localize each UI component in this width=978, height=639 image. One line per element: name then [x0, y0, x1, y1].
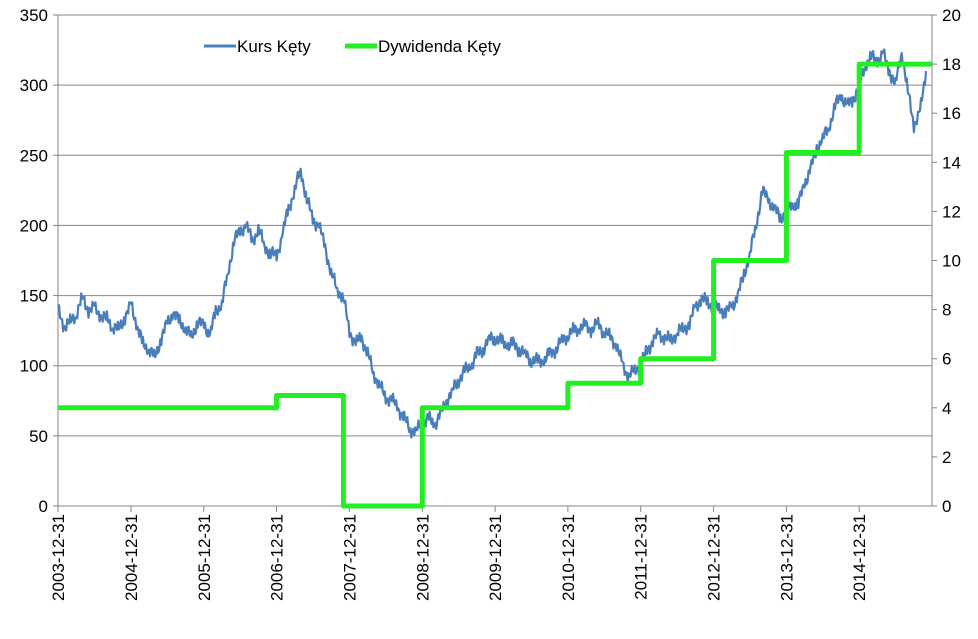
left-tick-label: 200: [20, 216, 48, 235]
x-tick-label: 2010-12-31: [559, 514, 578, 601]
left-tick-label: 100: [20, 357, 48, 376]
x-tick-label: 2011-12-31: [632, 514, 651, 600]
x-tick-label: 2006-12-31: [268, 514, 287, 601]
legend: Kurs Kęty Dywidenda Kęty: [204, 37, 501, 56]
right-tick-label: 16: [942, 104, 961, 123]
x-tick-label: 2013-12-31: [777, 514, 796, 601]
legend-label: Dywidenda Kęty: [378, 37, 501, 56]
left-tick-label: 50: [29, 427, 48, 446]
x-axis: 2003-12-31 2004-12-31 2005-12-31 2006-12-31…: [49, 506, 869, 601]
right-tick-label: 20: [942, 6, 961, 25]
right-tick-label: 18: [942, 55, 961, 74]
x-tick-label: 2005-12-31: [195, 514, 214, 601]
left-tick-label: 300: [20, 76, 48, 95]
legend-label: Kurs Kęty: [237, 37, 311, 56]
right-tick-label: 12: [942, 202, 961, 221]
right-y-axis: 0 2 4 6 8 10 12 14 16 18 20: [932, 6, 961, 516]
series-line-kurs: [57, 48, 928, 439]
x-tick-label: 2004-12-31: [122, 514, 141, 601]
right-tick-label: 10: [942, 252, 961, 271]
gridlines: [58, 84, 932, 437]
right-tick-label: 0: [942, 497, 951, 516]
x-tick-label: 2003-12-31: [49, 514, 68, 601]
left-tick-label: 250: [20, 146, 48, 165]
left-tick-label: 150: [20, 287, 48, 306]
right-tick-label: 2: [942, 448, 951, 467]
right-tick-label: 4: [942, 399, 951, 418]
series-layer: [57, 48, 932, 509]
series-line-dywidenda: [58, 61, 932, 509]
right-tick-label: 14: [942, 153, 961, 172]
right-tick-label: 6: [942, 350, 951, 369]
x-tick-label: 2008-12-31: [413, 514, 432, 601]
x-tick-label: 2009-12-31: [486, 514, 505, 601]
x-tick-label: 2014-12-31: [850, 514, 869, 601]
x-tick-label: 2007-12-31: [340, 514, 359, 601]
right-tick-label: 8: [942, 301, 951, 320]
x-tick-label: 2012-12-31: [705, 514, 724, 601]
left-tick-label: 0: [39, 497, 48, 516]
left-tick-label: 350: [20, 6, 48, 25]
left-y-axis: 0 50 100 150 200 250 300 350: [20, 6, 58, 516]
plot-area: [57, 14, 933, 507]
